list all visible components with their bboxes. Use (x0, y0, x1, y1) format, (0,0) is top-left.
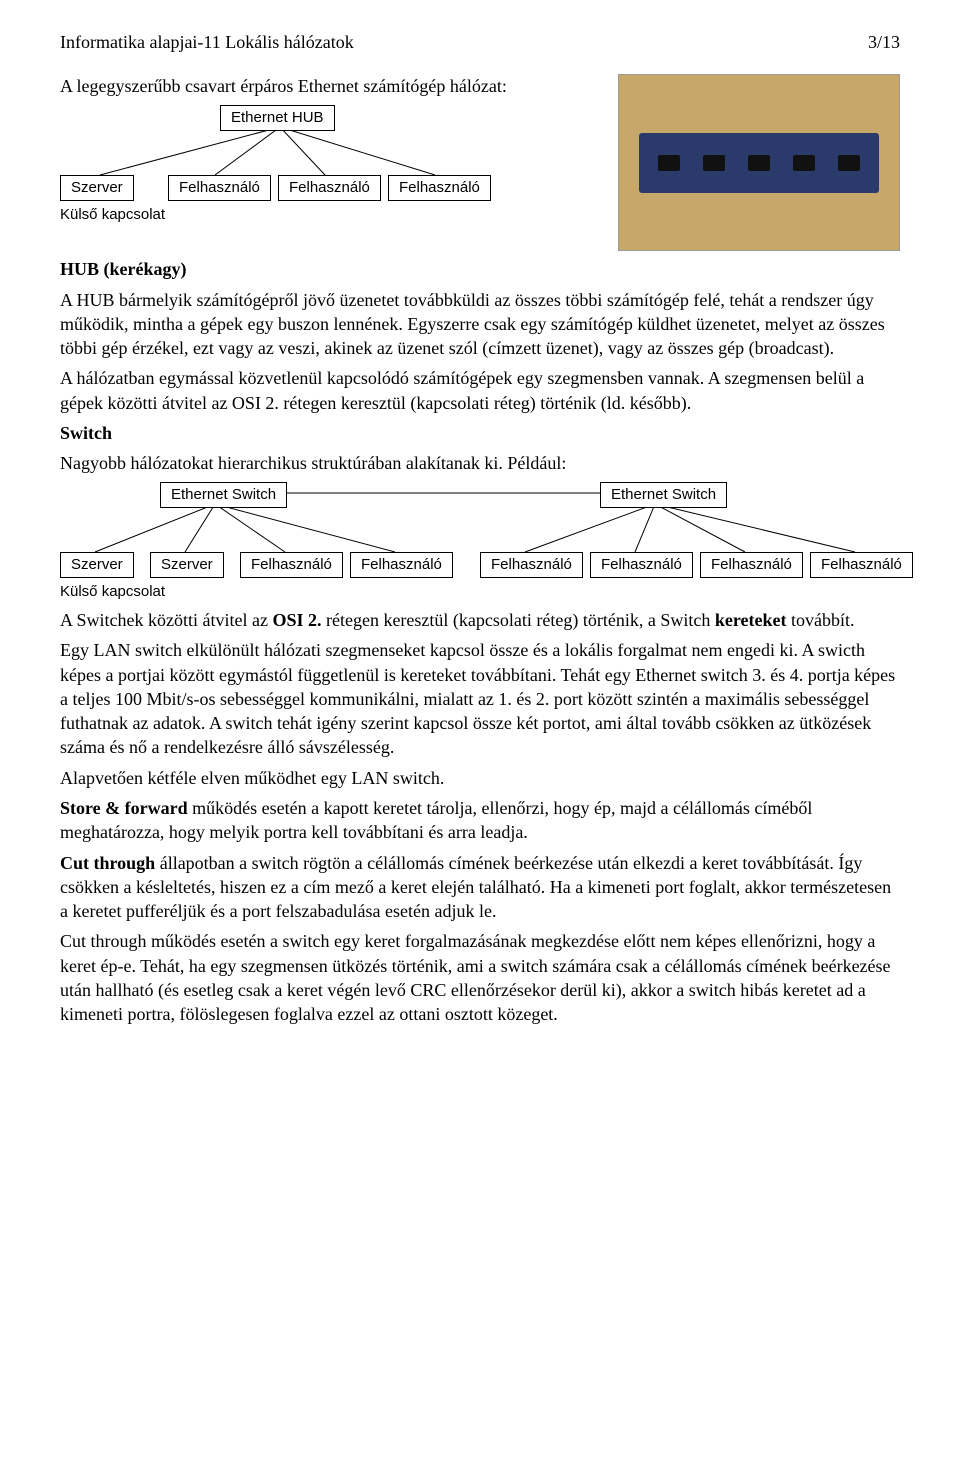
body-p6: Store & forward működés esetén a kapott … (60, 796, 900, 845)
hub-box: Ethernet HUB (220, 105, 335, 131)
hub-paragraph-2: A hálózatban egymással közvetlenül kapcs… (60, 366, 900, 415)
switch-node-server: Szerver (150, 552, 224, 578)
hub-port-icon (793, 155, 815, 171)
switch-ext-label: Külső kapcsolat (60, 582, 900, 602)
hub-ext-label: Külső kapcsolat (60, 205, 900, 225)
switch-box-right: Ethernet Switch (600, 482, 727, 508)
switch-node-user: Felhasználó (480, 552, 583, 578)
hub-device-icon (639, 133, 879, 193)
hub-paragraph-1: A HUB bármelyik számítógépről jövő üzene… (60, 288, 900, 361)
body-p7: Cut through állapotban a switch rögtön a… (60, 851, 900, 924)
switch-node-server: Szerver (60, 552, 134, 578)
hub-node-user: Felhasználó (168, 175, 271, 201)
hub-node-user: Felhasználó (388, 175, 491, 201)
switch-node-user: Felhasználó (350, 552, 453, 578)
hub-port-icon (703, 155, 725, 171)
switch-node-user: Felhasználó (700, 552, 803, 578)
hub-node-user: Felhasználó (278, 175, 381, 201)
hub-node-server: Szerver (60, 175, 134, 201)
switch-node-user: Felhasználó (590, 552, 693, 578)
hub-diagram: Ethernet HUB Szerver Felhasználó Felhasz… (60, 105, 500, 205)
switch-title: Switch (60, 421, 900, 445)
body-p8: Cut through működés esetén a switch egy … (60, 929, 900, 1026)
switch-intro: Nagyobb hálózatokat hierarchikus struktú… (60, 451, 900, 475)
hub-port-icon (838, 155, 860, 171)
page-title: Informatika alapjai-11 Lokális hálózatok (60, 30, 354, 54)
switch-diagram: Ethernet Switch Ethernet Switch Szerver … (60, 482, 900, 582)
page-number: 3/13 (868, 30, 900, 54)
hub-port-icon (748, 155, 770, 171)
hub-port-icon (658, 155, 680, 171)
body-p4: Egy LAN switch elkülönült hálózati szegm… (60, 638, 900, 759)
switch-node-user: Felhasználó (810, 552, 913, 578)
switch-node-user: Felhasználó (240, 552, 343, 578)
switch-box-left: Ethernet Switch (160, 482, 287, 508)
body-p3: A Switchek közötti átvitel az OSI 2. rét… (60, 608, 900, 632)
hub-title: HUB (kerékagy) (60, 257, 900, 281)
body-p5: Alapvetően kétféle elven működhet egy LA… (60, 766, 900, 790)
